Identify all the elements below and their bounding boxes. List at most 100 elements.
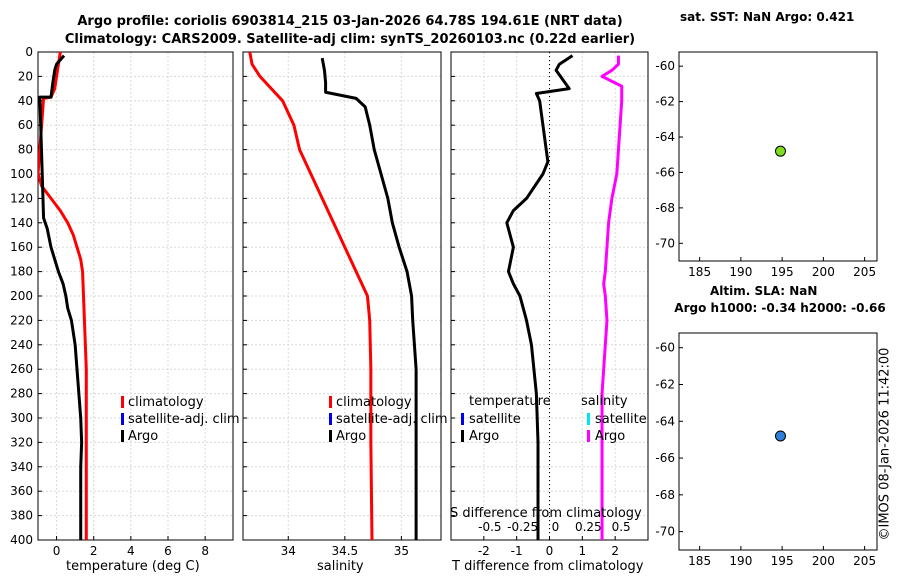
sst_map-ytick-label: -60: [655, 59, 675, 73]
temperature-legend-label: Argo: [128, 429, 158, 444]
temperature-ytick-label: 240: [10, 338, 33, 352]
sst_map-axes-box: [678, 51, 878, 262]
temperature-xtick-label: 8: [201, 544, 209, 558]
temperature-ytick-label: 340: [10, 460, 33, 474]
sst_map-xtick-label: 195: [771, 265, 794, 279]
imos-watermark: ©IMOS 08-Jan-2026 11:42:00: [877, 347, 893, 541]
salinity-series-argo: [320, 57, 418, 540]
salinity-legend-swatch: [329, 396, 332, 408]
temperature-ytick-label: 140: [10, 216, 33, 230]
figure-title-line1: Argo profile: coriolis 6903814_215 03-Ja…: [77, 14, 623, 29]
difference-xlabel: T difference from climatology: [452, 559, 644, 574]
sla_map-ytick-label: -60: [655, 341, 675, 355]
difference-legend-swatch: [461, 430, 464, 442]
temperature-ytick-label: 200: [10, 289, 33, 303]
difference-legend-label: Argo: [595, 429, 625, 444]
salinity-xtick-label: 34: [281, 544, 296, 558]
sla_map-ytick-label: -62: [655, 377, 675, 391]
difference-legend-label: satellite: [595, 412, 647, 427]
sst_map-ytick-label: -64: [655, 130, 675, 144]
difference-xtick-label: -1: [511, 544, 523, 558]
sst_map-ytick-label: -66: [655, 165, 675, 179]
temperature-ytick-label: 40: [18, 94, 33, 108]
salinity-xtick-label: 34.5: [331, 544, 358, 558]
sst_map-xtick-label: 205: [853, 265, 876, 279]
difference-top-tick-label: 0: [552, 520, 560, 534]
temperature-ytick-label: 0: [25, 45, 33, 59]
difference-legend-title-temperature: temperature: [469, 394, 551, 409]
figure-title-line2: Climatology: CARS2009. Satellite-adj cli…: [64, 32, 636, 47]
temperature-legend-swatch: [121, 413, 124, 425]
sla-panel-title-line2: Argo h1000: -0.34 h2000: -0.66: [674, 301, 886, 315]
salinity-xtick-label: 35: [394, 544, 409, 558]
difference-legend-title-salinity: salinity: [581, 394, 628, 409]
temperature-legend-swatch: [121, 396, 124, 408]
salinity-series-climatology: [248, 52, 374, 540]
temperature-ytick-label: 20: [18, 69, 33, 83]
salinity-legend-label: satellite-adj. clim: [336, 412, 448, 427]
salinity-legend-label: Argo: [336, 429, 366, 444]
temperature-ytick-label: 60: [18, 118, 33, 132]
temperature-ytick-label: 300: [10, 411, 33, 425]
sla_map-axes-box: [678, 332, 878, 551]
sla_map-ytick-label: -64: [655, 414, 675, 428]
temperature-ytick-label: 320: [10, 435, 33, 449]
temperature-ytick-label: 260: [10, 362, 33, 376]
sla_map-ytick-label: -66: [655, 451, 675, 465]
difference-legend-swatch: [461, 413, 464, 425]
temperature-legend-label: satellite-adj. clim: [128, 412, 240, 427]
difference-xtick-label: 0: [546, 544, 554, 558]
difference-top-tick-label: -0.25: [507, 520, 538, 534]
temperature-xtick-label: 4: [127, 544, 135, 558]
difference-xlabel-top: S difference from climatology: [450, 506, 642, 521]
sla_map-ytick-label: -70: [655, 525, 675, 539]
sst_map-xtick-label: 190: [729, 265, 752, 279]
salinity-legend-swatch: [329, 413, 332, 425]
temperature-xlabel: temperature (deg C): [66, 559, 200, 574]
sla_map-point: [774, 430, 786, 442]
temperature-xtick-label: 2: [90, 544, 98, 558]
sla_map-xtick-label: 205: [853, 554, 876, 568]
difference-legend-swatch: [587, 430, 590, 442]
salinity-legend-label: climatology: [336, 395, 412, 410]
difference-xtick-label: -2: [478, 544, 490, 558]
sst_map-point: [774, 145, 786, 157]
sst_map-xtick-label: 200: [812, 265, 835, 279]
difference-top-tick-label: 0.25: [575, 520, 602, 534]
temperature-legend-label: climatology: [128, 395, 204, 410]
sst-panel-title: sat. SST: NaN Argo: 0.421: [680, 10, 855, 24]
temperature-ytick-label: 280: [10, 387, 33, 401]
temperature-ytick-label: 220: [10, 313, 33, 327]
salinity-xlabel: salinity: [317, 559, 364, 574]
sst_map-ytick-label: -70: [655, 236, 675, 250]
temperature-ytick-label: 120: [10, 191, 33, 205]
difference-legend-label: Argo: [469, 429, 499, 444]
difference-top-tick-label: 0.5: [612, 520, 631, 534]
sst_map-ytick-label: -68: [655, 201, 675, 215]
temperature-series-argo: [38, 54, 84, 540]
temperature-xtick-label: 6: [164, 544, 172, 558]
sla-panel-title-line1: Altim. SLA: NaN: [710, 284, 818, 298]
salinity-legend-swatch: [329, 430, 332, 442]
temperature-ytick-label: 160: [10, 240, 33, 254]
difference-series-salinity-argo: [600, 55, 624, 540]
difference-legend-label: satellite: [469, 412, 521, 427]
sla_map-ytick-label: -68: [655, 488, 675, 502]
difference-series-temperature-argo: [505, 54, 574, 540]
temperature-ytick-label: 100: [10, 167, 33, 181]
sst_map-xtick-label: 185: [688, 265, 711, 279]
difference-legend-swatch: [587, 413, 590, 425]
difference-xtick-label: 1: [579, 544, 587, 558]
temperature-xtick-label: 0: [53, 544, 61, 558]
temperature-legend-swatch: [121, 430, 124, 442]
sst_map-ytick-label: -62: [655, 95, 675, 109]
temperature-ytick-label: 400: [10, 533, 33, 547]
sla_map-xtick-label: 185: [688, 554, 711, 568]
temperature-ytick-label: 180: [10, 265, 33, 279]
difference-top-tick-label: -0.5: [478, 520, 501, 534]
sla_map-xtick-label: 200: [812, 554, 835, 568]
temperature-ytick-label: 80: [18, 143, 33, 157]
temperature-ytick-label: 380: [10, 509, 33, 523]
temperature-ytick-label: 360: [10, 484, 33, 498]
